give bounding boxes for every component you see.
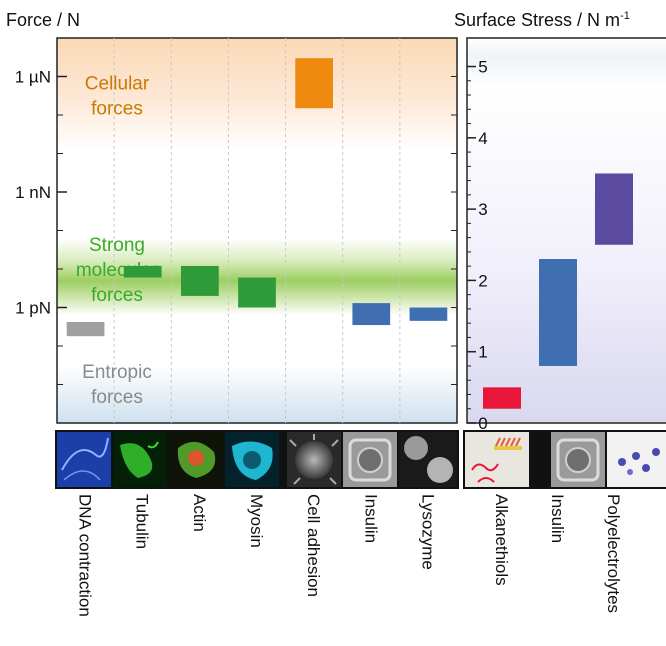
thumbnail-insulin-right xyxy=(551,432,605,487)
right-axis-title: Surface Stress / N m-1 xyxy=(454,10,630,30)
thumbnail-myosin xyxy=(225,432,279,487)
bar-alkanethiols-surface-stress xyxy=(483,387,521,409)
bar-actin xyxy=(181,265,219,296)
category-label-lysozyme: Lysozyme xyxy=(418,494,437,570)
left-y-tick-label: 1 µN xyxy=(15,68,51,87)
category-label-tubulin: Tubulin xyxy=(133,494,152,549)
bar-insulin-surface-stress xyxy=(539,259,577,366)
bar-polyelectrolytes-surface-stress xyxy=(595,173,633,245)
category-label-alkanethiols-right: Alkanethiols xyxy=(492,494,511,586)
category-label-insulin-right: Insulin xyxy=(548,494,567,543)
bar-myosin xyxy=(238,277,276,308)
thumbnail-lysozyme xyxy=(399,432,457,487)
left-category-labels: DNA contraction Tubulin Actin Myosin Cell ad… xyxy=(76,494,438,617)
bar-insulin xyxy=(352,303,391,326)
left-axis-title: Force / N xyxy=(6,10,80,30)
category-label-cell-adhesion: Cell adhesion xyxy=(304,494,323,597)
right-y-tick-label: 5 xyxy=(478,58,487,77)
left-bars xyxy=(66,58,448,337)
left-y-tick-label: 1 pN xyxy=(15,299,51,318)
thumbnail-cell-adhesion xyxy=(287,432,341,487)
thumbnail-tubulin xyxy=(113,432,167,487)
right-y-tick-label: 2 xyxy=(478,271,487,290)
region-label-entropic-forces: Entropic forces xyxy=(82,362,152,408)
right-y-ticks: 0 1 2 3 4 5 xyxy=(467,58,488,433)
bar-lysozyme xyxy=(409,307,448,321)
region-label-cellular-forces: Cellular forces xyxy=(85,73,150,119)
bar-dna-contraction xyxy=(66,322,105,337)
right-y-tick-label: 4 xyxy=(478,129,487,148)
left-y-ticks: 1 µN 1 nN 1 pN xyxy=(15,37,457,424)
right-y-tick-label: 0 xyxy=(478,414,487,433)
bar-tubulin xyxy=(123,265,162,278)
bar-cell-adhesion xyxy=(295,58,333,109)
right-y-tick-label: 3 xyxy=(478,200,487,219)
category-label-myosin: Myosin xyxy=(247,494,266,548)
right-y-tick-label: 1 xyxy=(478,343,487,362)
left-y-tick-label: 1 nN xyxy=(15,183,51,202)
thumbnail-insulin xyxy=(343,432,397,487)
thumbnail-polyelectrolytes xyxy=(607,432,666,487)
thumbnail-alkanethiols xyxy=(465,432,529,487)
category-label-insulin: Insulin xyxy=(361,494,380,543)
right-bars xyxy=(483,173,633,409)
thumbnail-dna-contraction xyxy=(57,432,111,487)
category-label-dna-contraction: DNA contraction xyxy=(76,494,95,617)
thumbnail-actin xyxy=(169,432,223,487)
right-category-labels: Alkanethiols Insulin Polyelectrolytes xyxy=(492,494,623,613)
left-gridlines xyxy=(113,38,401,423)
category-label-actin: Actin xyxy=(190,494,209,532)
category-label-polyelectrolytes-right: Polyelectrolytes xyxy=(604,494,623,613)
left-plot-area xyxy=(56,37,458,424)
